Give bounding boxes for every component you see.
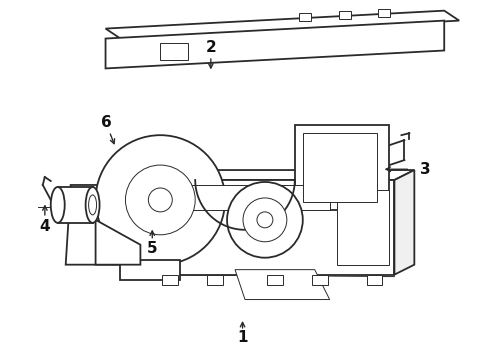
Polygon shape (160, 42, 188, 60)
Polygon shape (155, 170, 415, 180)
Text: 6: 6 (100, 115, 111, 130)
Polygon shape (66, 185, 220, 265)
Polygon shape (295, 125, 390, 210)
Circle shape (148, 188, 172, 212)
Polygon shape (207, 275, 223, 285)
Polygon shape (121, 260, 180, 280)
Polygon shape (303, 133, 377, 202)
Polygon shape (58, 187, 93, 223)
Text: 1: 1 (237, 330, 248, 345)
Polygon shape (312, 275, 328, 285)
Polygon shape (378, 9, 391, 17)
Circle shape (96, 135, 225, 265)
Polygon shape (235, 270, 330, 300)
Ellipse shape (51, 187, 65, 223)
Circle shape (243, 198, 287, 242)
Circle shape (125, 165, 195, 235)
Polygon shape (339, 11, 350, 19)
Polygon shape (267, 275, 283, 285)
Polygon shape (367, 275, 383, 285)
Circle shape (257, 212, 273, 228)
Polygon shape (155, 180, 394, 275)
Text: 2: 2 (205, 40, 216, 55)
Polygon shape (96, 220, 141, 265)
Text: 4: 4 (40, 219, 50, 234)
Polygon shape (160, 185, 330, 210)
Circle shape (227, 182, 303, 258)
Polygon shape (394, 170, 415, 275)
Text: 5: 5 (147, 240, 158, 256)
Text: 3: 3 (420, 162, 431, 177)
Polygon shape (105, 11, 459, 39)
Polygon shape (337, 190, 390, 265)
Polygon shape (105, 21, 444, 68)
Polygon shape (162, 275, 178, 285)
Ellipse shape (89, 195, 97, 215)
Ellipse shape (86, 187, 99, 223)
Polygon shape (299, 13, 311, 21)
